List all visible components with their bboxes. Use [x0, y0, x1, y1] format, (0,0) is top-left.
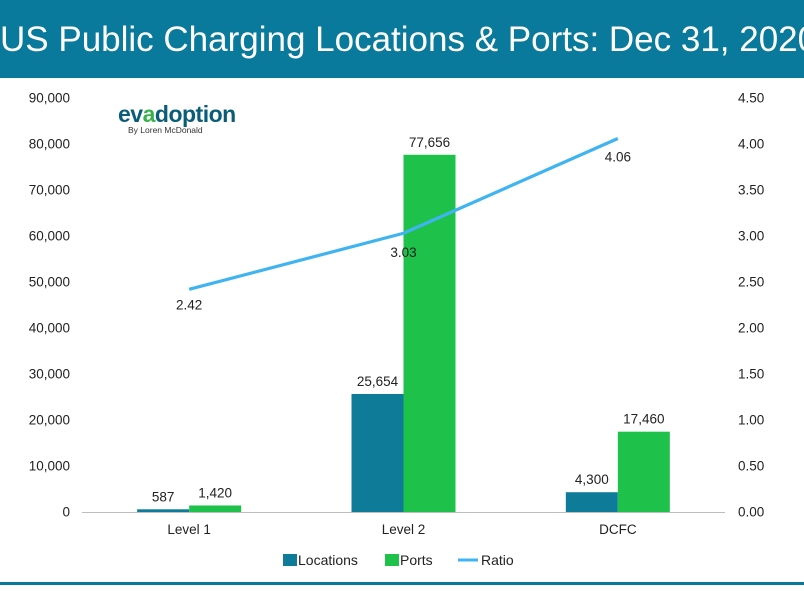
logo-wordmark: evadoption: [118, 101, 236, 127]
y-right-tick-label: 0.00: [738, 505, 764, 520]
header-banner: US Public Charging Locations & Ports: De…: [0, 0, 804, 78]
ratio-data-label: 3.03: [390, 245, 416, 260]
x-tick-label: Level 1: [167, 522, 211, 537]
y-left-tick-label: 0: [62, 505, 70, 520]
y-right-tick-label: 4.50: [738, 91, 764, 106]
y-left-tick-label: 40,000: [29, 321, 70, 336]
y-left-tick-label: 10,000: [29, 459, 70, 474]
locations-bar: [351, 393, 404, 512]
locations-data-label: 4,300: [575, 472, 609, 487]
x-tick-label: Level 2: [382, 522, 426, 537]
ports-data-label: 1,420: [198, 485, 232, 500]
y-left-tick-label: 60,000: [29, 229, 70, 244]
locations-bar: [565, 492, 618, 512]
bottom-rule: [0, 582, 804, 585]
y-right-tick-label: 4.00: [738, 137, 764, 152]
legend-locations-label: Locations: [298, 552, 358, 568]
y-left-tick-label: 70,000: [29, 183, 70, 198]
chart: 0 10,000 20,000 30,000 40,000 50,000 60,000 70,…: [29, 91, 765, 569]
logo-byline: By Loren McDonald: [128, 125, 203, 135]
ratio-data-label: 2.42: [176, 297, 202, 312]
y-left-tick-label: 80,000: [29, 137, 70, 152]
y-right-tick-label: 0.50: [738, 459, 764, 474]
locations-bar: [137, 509, 190, 512]
legend-ratio-label: Ratio: [481, 552, 514, 568]
locations-data-label: 587: [152, 489, 175, 504]
locations-data-label: 25,654: [357, 374, 399, 389]
evadoption-logo: evadoption By Loren McDonald: [118, 102, 236, 135]
ratio-line: [188, 137, 619, 291]
y-right-tick-label: 3.00: [738, 229, 764, 244]
y-right-tick-label: 2.50: [738, 275, 764, 290]
y-right-tick-label: 1.00: [738, 413, 764, 428]
ratio-data-label: 4.06: [605, 149, 631, 164]
y-left-tick-label: 50,000: [29, 275, 70, 290]
ports-bar: [403, 154, 456, 512]
y-right-tick-label: 3.50: [738, 183, 764, 198]
ports-data-label: 17,460: [623, 412, 664, 427]
ports-bar: [189, 505, 242, 512]
ports-bar: [617, 431, 670, 512]
y-right-tick-label: 2.00: [738, 321, 764, 336]
page-title: US Public Charging Locations & Ports: De…: [0, 20, 804, 59]
y-right-tick-label: 1.50: [738, 367, 764, 382]
y-left-tick-label: 30,000: [29, 367, 70, 382]
legend-locations-swatch: [283, 554, 297, 566]
ports-data-label: 77,656: [409, 135, 450, 150]
y-left-tick-label: 20,000: [29, 413, 70, 428]
y-left-tick-label: 90,000: [29, 91, 70, 106]
legend-ports-label: Ports: [400, 552, 433, 568]
legend-ports-swatch: [385, 554, 399, 566]
x-tick-label: DCFC: [599, 522, 637, 537]
